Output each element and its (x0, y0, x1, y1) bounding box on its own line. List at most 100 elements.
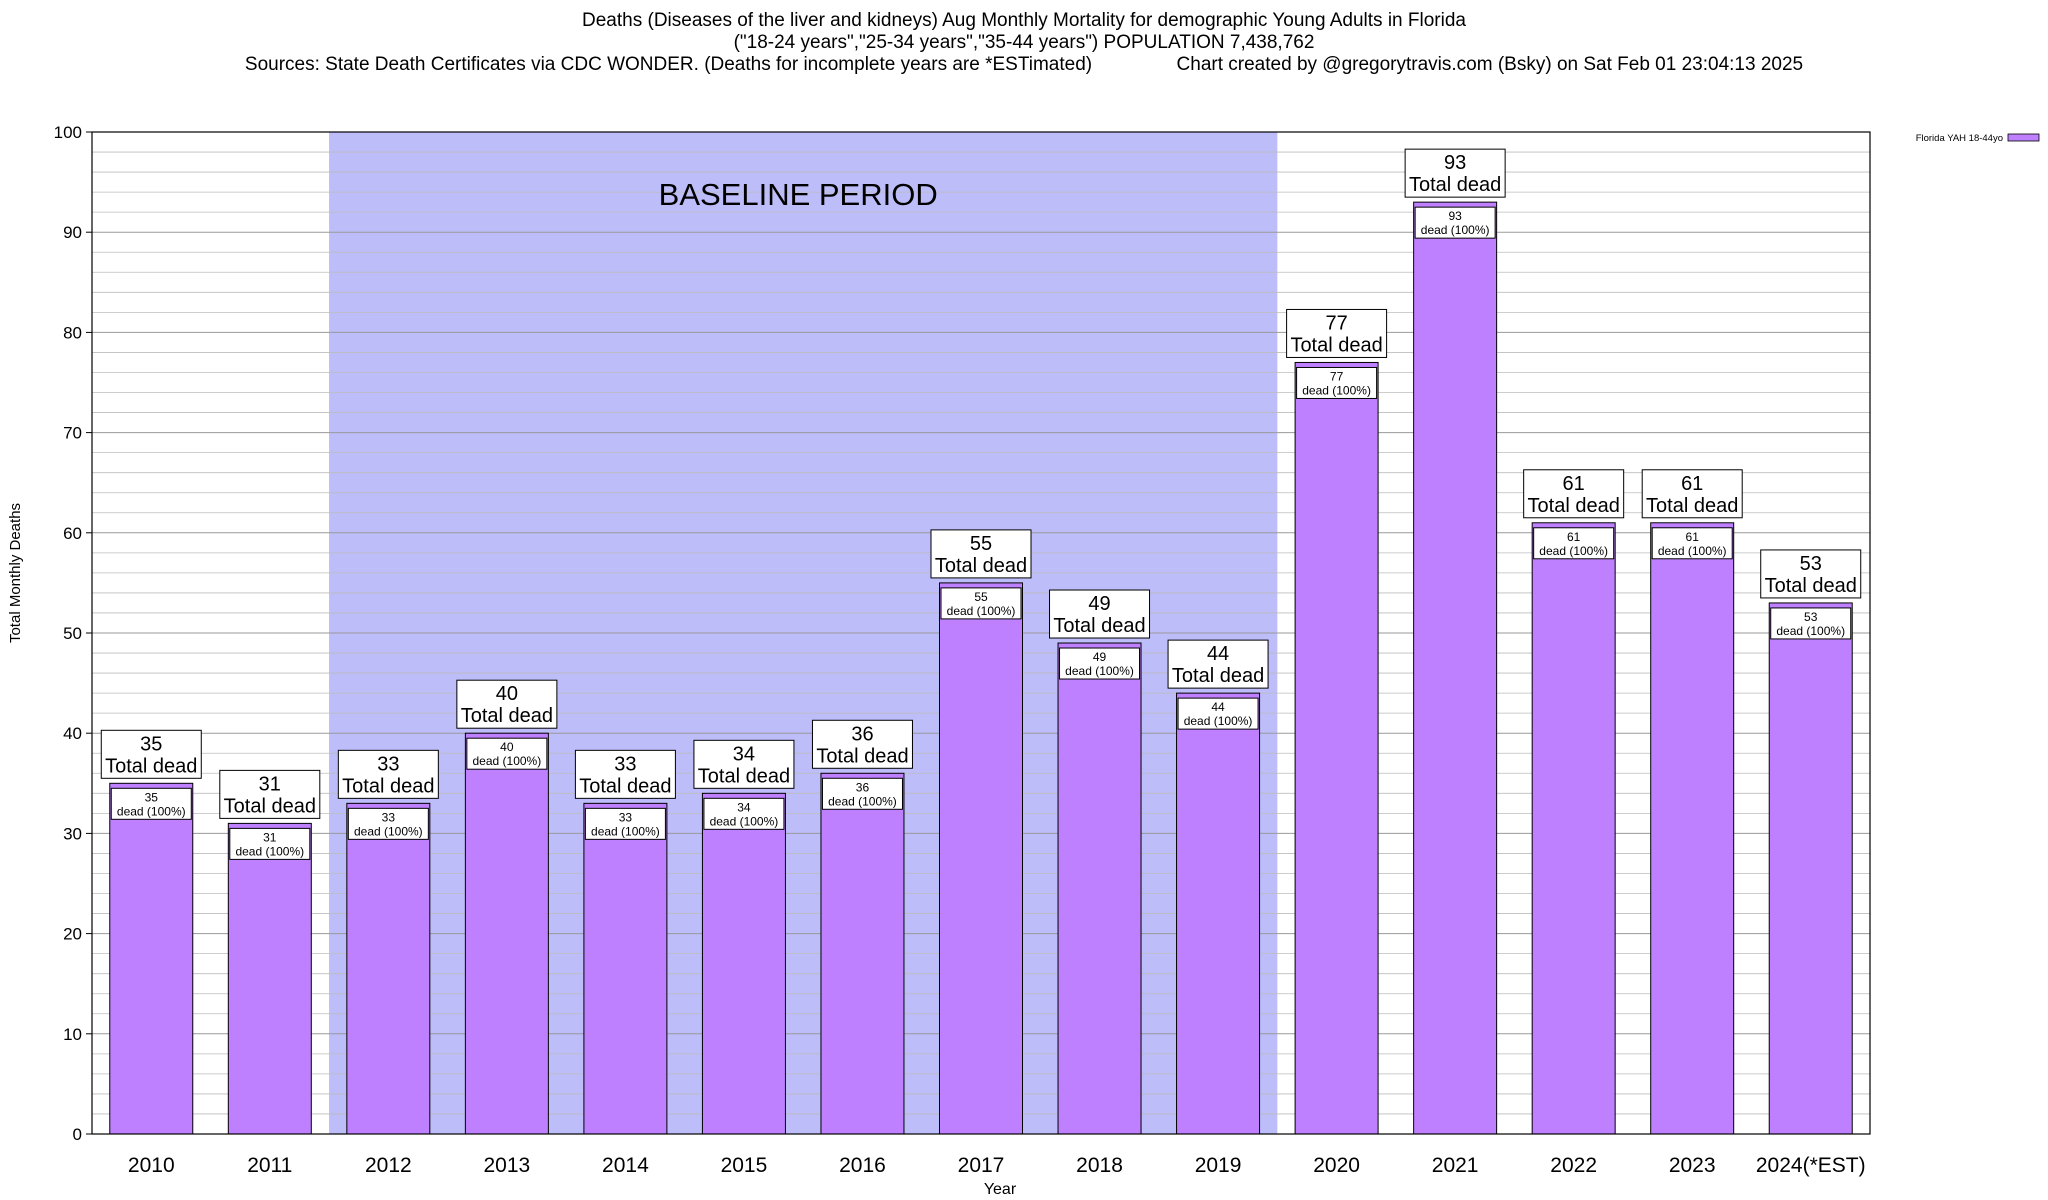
x-tick-label: 2022 (1550, 1154, 1597, 1177)
bar (1176, 692, 1261, 1135)
x-tick-label: 2016 (839, 1154, 886, 1177)
total-label-value: 34 (733, 743, 755, 765)
x-tick-label: 2014 (602, 1154, 649, 1177)
inner-label-text: dead (100%) (1302, 383, 1371, 397)
inner-label-text: dead (100%) (1065, 664, 1134, 678)
x-tick-label: 2021 (1432, 1154, 1479, 1177)
inner-label-box (1533, 527, 1615, 560)
bar (939, 582, 1023, 1135)
total-label-box (1760, 549, 1862, 599)
bar (227, 822, 312, 1135)
total-label-value: 77 (1325, 312, 1347, 334)
chart-source-line: Sources: State Death Certificates via CD… (244, 54, 1804, 75)
inner-label-box (821, 777, 903, 810)
inner-label-text: dead (100%) (1421, 223, 1490, 237)
x-tick-label: 2010 (128, 1154, 175, 1177)
inner-label-box (703, 797, 785, 830)
bar (1294, 361, 1379, 1135)
inner-label-box (1296, 366, 1378, 399)
inner-label-text: dead (100%) (591, 824, 660, 838)
inner-label-box (466, 737, 548, 770)
total-label-box (337, 749, 439, 799)
total-label-box (1286, 308, 1388, 358)
inner-label-box (1177, 697, 1259, 730)
total-label-value: 44 (1207, 643, 1229, 665)
inner-label-box (1414, 206, 1496, 239)
bar (1650, 522, 1735, 1135)
y-tick-label: 90 (63, 223, 82, 242)
inner-label-text: dead (100%) (1539, 544, 1608, 558)
inner-label-text: dead (100%) (473, 754, 542, 768)
inner-label-value: 49 (1093, 650, 1107, 664)
total-label-box (456, 679, 558, 729)
total-label-text: Total dead (1409, 174, 1501, 196)
bar (701, 792, 786, 1135)
x-tick-label: 2013 (484, 1154, 531, 1177)
total-label-text: Total dead (342, 775, 434, 797)
inner-label-value: 77 (1330, 369, 1344, 383)
inner-label-value: 61 (1686, 530, 1700, 544)
total-label-box (1404, 148, 1506, 198)
total-label-text: Total dead (224, 795, 316, 817)
inner-label-box (584, 807, 666, 840)
chart-subtitle: ("18-24 years","25-34 years","35-44 year… (733, 32, 1315, 53)
inner-label-box (1059, 647, 1141, 680)
inner-label-text: dead (100%) (710, 814, 779, 828)
bar (1531, 522, 1616, 1135)
total-label-text: Total dead (1765, 575, 1857, 597)
inner-label-box (347, 807, 429, 840)
inner-label-value: 61 (1567, 530, 1581, 544)
y-tick-label: 50 (63, 624, 82, 643)
inner-label-text: dead (100%) (1776, 624, 1845, 638)
x-tick-label: 2019 (1195, 1154, 1242, 1177)
y-axis-title: Total Monthly Deaths (7, 503, 24, 643)
bar (464, 732, 549, 1135)
inner-label-value: 55 (974, 590, 988, 604)
inner-label-text: dead (100%) (354, 824, 423, 838)
inner-label-value: 36 (856, 780, 870, 794)
bar (346, 802, 431, 1135)
x-tick-label: 2020 (1313, 1154, 1360, 1177)
total-label-value: 53 (1800, 553, 1822, 575)
total-label-text: Total dead (579, 775, 671, 797)
y-tick-label: 20 (63, 925, 82, 944)
total-label-text: Total dead (1646, 495, 1738, 517)
total-label-value: 35 (140, 733, 162, 755)
inner-label-box (1651, 527, 1733, 560)
y-tick-label: 100 (54, 123, 82, 142)
inner-label-value: 53 (1804, 610, 1818, 624)
bar (820, 772, 905, 1135)
total-label-value: 61 (1563, 473, 1585, 495)
inner-label-box (229, 827, 311, 860)
inner-label-box (110, 787, 192, 820)
x-tick-label: 2015 (721, 1154, 768, 1177)
total-label-text: Total dead (461, 705, 553, 727)
total-label-text: Total dead (1290, 334, 1382, 356)
x-tick-label: 2023 (1669, 1154, 1716, 1177)
x-tick-label: 2018 (1076, 1154, 1123, 1177)
baseline-label: BASELINE PERIOD (659, 177, 938, 212)
y-tick-label: 0 (73, 1125, 82, 1144)
inner-label-value: 31 (263, 830, 277, 844)
total-label-box (930, 529, 1032, 579)
inner-label-value: 44 (1211, 700, 1225, 714)
inner-label-box (1770, 607, 1852, 640)
inner-label-value: 33 (619, 810, 633, 824)
total-label-value: 33 (614, 753, 636, 775)
inner-label-value: 33 (382, 810, 396, 824)
y-tick-label: 40 (63, 724, 82, 743)
x-tick-label: 2024(*EST) (1756, 1154, 1866, 1177)
inner-label-text: dead (100%) (1658, 544, 1727, 558)
x-tick-label: 2012 (365, 1154, 412, 1177)
x-tick-label: 2011 (247, 1154, 292, 1177)
y-tick-label: 10 (63, 1025, 82, 1044)
total-label-text: Total dead (816, 745, 908, 767)
total-label-value: 61 (1681, 473, 1703, 495)
total-label-box (1167, 639, 1269, 689)
bar (1768, 602, 1853, 1135)
total-label-box (811, 719, 913, 769)
inner-label-value: 40 (500, 740, 514, 754)
inner-label-text: dead (100%) (1184, 714, 1253, 728)
x-axis-title: Year (984, 1181, 1017, 1198)
